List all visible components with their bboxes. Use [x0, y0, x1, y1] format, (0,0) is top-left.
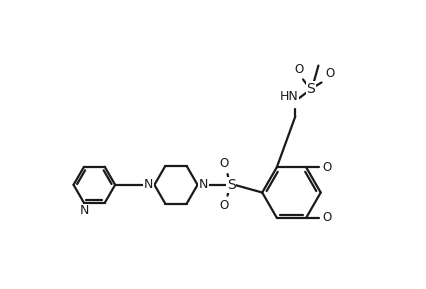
Text: S: S — [306, 82, 315, 96]
Text: N: N — [144, 178, 153, 191]
Text: O: O — [220, 199, 229, 212]
Text: N: N — [79, 204, 89, 217]
Text: O: O — [322, 211, 331, 224]
Text: O: O — [220, 157, 229, 170]
Text: O: O — [322, 161, 331, 174]
Text: N: N — [199, 178, 208, 191]
Text: S: S — [227, 178, 236, 192]
Text: O: O — [294, 62, 304, 75]
Text: O: O — [325, 67, 334, 80]
Text: HN: HN — [280, 90, 299, 103]
